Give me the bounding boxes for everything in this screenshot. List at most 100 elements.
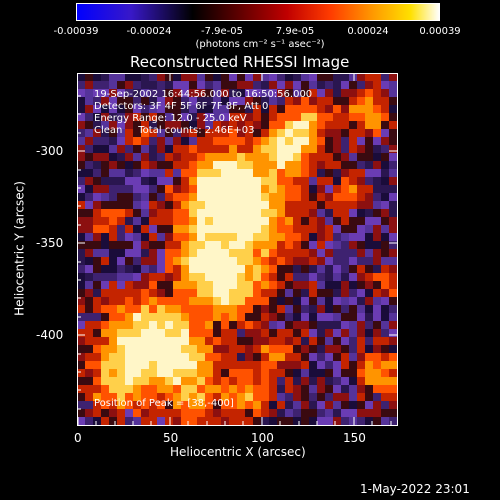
image-pixel (237, 329, 246, 338)
image-pixel (373, 361, 382, 370)
image-pixel (373, 321, 382, 330)
image-pixel (301, 153, 310, 162)
image-pixel (373, 89, 382, 98)
image-pixel (189, 321, 198, 330)
image-pixel (173, 201, 182, 210)
image-pixel (157, 289, 166, 298)
image-pixel (285, 193, 294, 202)
image-pixel (117, 73, 126, 82)
image-pixel (237, 73, 246, 82)
image-pixel (221, 345, 230, 354)
image-pixel (253, 305, 262, 314)
image-pixel (261, 401, 270, 410)
image-pixel (389, 329, 397, 338)
image-pixel (93, 193, 102, 202)
image-pixel (157, 161, 166, 170)
image-pixel (149, 257, 158, 266)
image-pixel (269, 145, 278, 154)
image-pixel (261, 241, 270, 250)
image-pixel (93, 153, 102, 162)
image-pixel (253, 169, 262, 178)
image-pixel (277, 129, 286, 138)
image-pixel (109, 369, 118, 378)
image-pixel (277, 321, 286, 330)
image-pixel (285, 225, 294, 234)
image-pixel (333, 169, 342, 178)
image-pixel (109, 417, 118, 425)
image-pixel (325, 393, 334, 402)
image-pixel (381, 281, 390, 290)
image-pixel (317, 409, 326, 418)
image-pixel (93, 169, 102, 178)
image-pixel (221, 385, 230, 394)
image-pixel (117, 297, 126, 306)
image-pixel (333, 201, 342, 210)
image-pixel (205, 409, 214, 418)
image-pixel (389, 193, 397, 202)
image-pixel (261, 377, 270, 386)
image-pixel (309, 113, 318, 122)
image-pixel (173, 265, 182, 274)
image-pixel (349, 73, 358, 82)
image-pixel (117, 177, 126, 186)
image-pixel (133, 321, 142, 330)
image-pixel (301, 257, 310, 266)
image-pixel (101, 257, 110, 266)
image-pixel (229, 241, 238, 250)
image-pixel (229, 345, 238, 354)
image-pixel (205, 417, 214, 425)
image-pixel (333, 409, 342, 418)
image-pixel (301, 273, 310, 282)
image-pixel (117, 313, 126, 322)
image-pixel (293, 225, 302, 234)
image-pixel (205, 137, 214, 146)
image-pixel (245, 377, 254, 386)
image-pixel (301, 281, 310, 290)
image-pixel (213, 305, 222, 314)
image-pixel (157, 209, 166, 218)
image-pixel (293, 209, 302, 218)
image-pixel (373, 177, 382, 186)
image-pixel (309, 137, 318, 146)
image-pixel (109, 265, 118, 274)
image-pixel (333, 209, 342, 218)
image-pixel (285, 161, 294, 170)
image-pixel (253, 361, 262, 370)
image-pixel (349, 385, 358, 394)
image-pixel (93, 273, 102, 282)
image-pixel (125, 289, 134, 298)
image-pixel (261, 345, 270, 354)
image-pixel (133, 385, 142, 394)
image-pixel (309, 273, 318, 282)
image-pixel (149, 145, 158, 154)
image-pixel (341, 377, 350, 386)
image-pixel (301, 121, 310, 130)
image-pixel (389, 89, 397, 98)
image-pixel (77, 97, 86, 106)
image-pixel (285, 169, 294, 178)
image-pixel (117, 417, 126, 425)
image-pixel (181, 345, 190, 354)
image-pixel (285, 281, 294, 290)
image-pixel (125, 281, 134, 290)
image-pixel (389, 305, 397, 314)
image-pixel (101, 161, 110, 170)
image-pixel (125, 161, 134, 170)
image-pixel (181, 337, 190, 346)
image-pixel (125, 361, 134, 370)
image-pixel (333, 177, 342, 186)
image-pixel (173, 409, 182, 418)
image-pixel (189, 201, 198, 210)
image-pixel (85, 385, 94, 394)
image-pixel (293, 377, 302, 386)
image-pixel (341, 145, 350, 154)
image-pixel (325, 121, 334, 130)
image-pixel (301, 393, 310, 402)
image-pixel (381, 89, 390, 98)
image-pixel (349, 217, 358, 226)
image-pixel (293, 273, 302, 282)
image-pixel (125, 201, 134, 210)
image-pixel (293, 153, 302, 162)
image-pixel (125, 417, 134, 425)
image-pixel (125, 73, 134, 82)
